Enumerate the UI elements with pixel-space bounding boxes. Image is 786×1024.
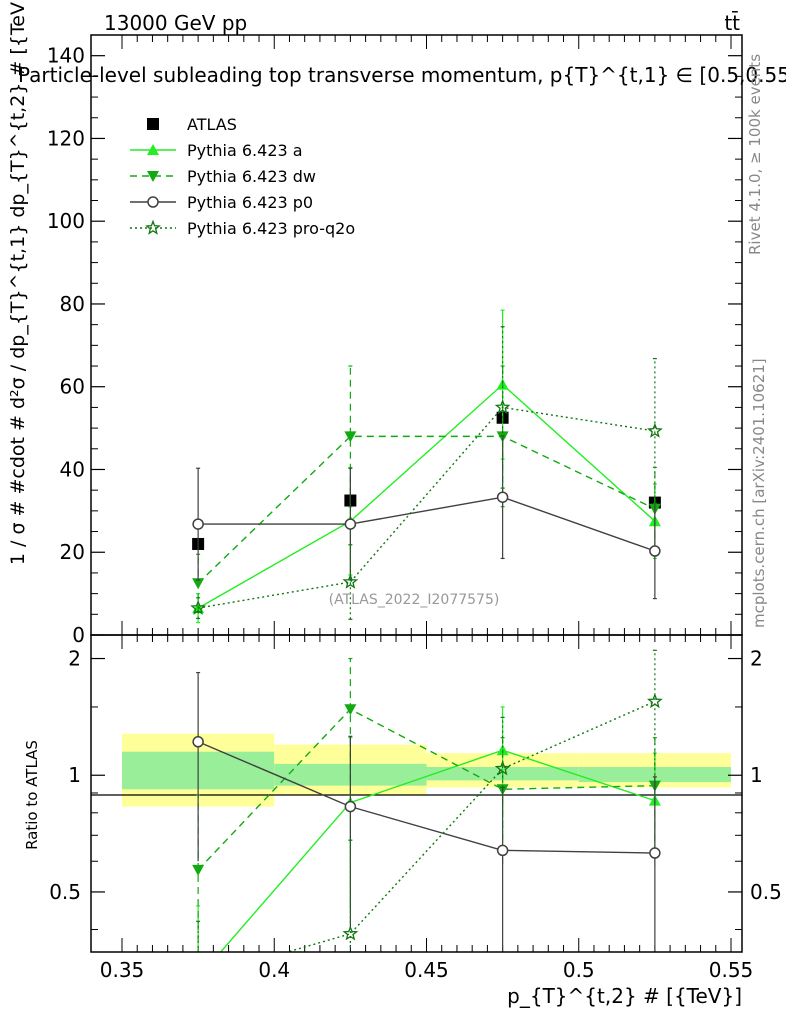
legend-marker-pythia-6-423-pro-q2o bbox=[145, 219, 161, 235]
ratio-line-pythia-6-423-pro-q2o bbox=[285, 700, 656, 952]
analysis-watermark: (ATLAS_2022_I2077575) bbox=[329, 592, 500, 608]
main-y-tick-label: 80 bbox=[60, 292, 85, 316]
legend-marker-pythia-6-423-a bbox=[147, 144, 159, 155]
data-point-pythia-6-423-p0 bbox=[192, 518, 204, 530]
data-point-pythia-6-423-dw bbox=[192, 578, 205, 590]
ratio-point-pythia-6-423-a bbox=[192, 972, 204, 983]
rivet-label: Rivet 4.1.0, ≥ 100k events bbox=[746, 54, 764, 255]
x-tick-label: 0.55 bbox=[709, 958, 754, 982]
series-line-pythia-6-423-dw bbox=[197, 435, 656, 584]
ratio-point-pythia-6-423-pro-q2o bbox=[646, 693, 663, 709]
ratio-point-pythia-6-423-p0 bbox=[344, 800, 357, 813]
series-line-pythia-6-423-p0 bbox=[198, 496, 656, 552]
data-point-pythia-6-423-p0 bbox=[344, 518, 357, 530]
ratio-y-tick-label-left: 0.5 bbox=[49, 880, 81, 904]
x-axis-label: p_{T}^{t,2} # [{TeV}] bbox=[507, 984, 742, 1008]
process-label: tt̄ bbox=[724, 10, 740, 35]
ratio-frame bbox=[90, 634, 743, 953]
ratio-point-pythia-6-423-dw bbox=[192, 864, 205, 876]
mcplots-label: mcplots.cern.ch [arXiv:2401.10621] bbox=[750, 358, 768, 628]
data-point-pythia-6-423-pro-q2o bbox=[494, 399, 511, 415]
ratio-panel: 0.5 0.5 1 1 2 2 0.35 0.4 0.45 0.5 0.55 bbox=[49, 635, 782, 984]
data-point-pythia-6-423-p0 bbox=[649, 545, 661, 557]
x-tick-label: 0.35 bbox=[100, 958, 145, 982]
data-point-pythia-6-423-p0 bbox=[496, 491, 509, 503]
ratio-point-pythia-6-423-pro-q2o bbox=[494, 760, 511, 776]
ratio-x-ticks: 0.35 0.4 0.45 0.5 0.55 bbox=[100, 635, 754, 982]
legend: ATLAS Pythia 6.423 a Pythia 6.423 dw Pythia… bbox=[130, 115, 355, 238]
main-y-ticks: 0 20 40 60 80 100 120 140 bbox=[47, 34, 742, 647]
ratio-point-pythia-6-423-pro-q2o bbox=[342, 925, 359, 941]
main-x-ticks bbox=[121, 35, 732, 635]
ratio-y-ticks: 0.5 0.5 1 1 2 2 bbox=[49, 647, 782, 931]
legend-marker-pythia-6-423-p0 bbox=[147, 196, 159, 208]
x-tick-label: 0.45 bbox=[404, 958, 449, 982]
ratio-y-axis-label: Ratio to ATLAS bbox=[23, 740, 41, 850]
ratio-series-layer bbox=[192, 649, 663, 984]
legend-label-pythia-6-423-pro-q2o: Pythia 6.423 pro-q2o bbox=[187, 219, 355, 238]
legend-label-pythia-6-423-a: Pythia 6.423 a bbox=[187, 141, 303, 160]
data-point-pythia-6-423-pro-q2o bbox=[190, 599, 206, 615]
x-tick-label: 0.5 bbox=[563, 958, 595, 982]
ratio-point-pythia-6-423-p0 bbox=[496, 844, 509, 857]
ratio-point-pythia-6-423-p0 bbox=[192, 736, 204, 748]
ratio-line-pythia-6-423-p0 bbox=[197, 741, 655, 854]
main-y-tick-label: 40 bbox=[60, 457, 85, 481]
ratio-line-pythia-6-423-a bbox=[219, 749, 656, 952]
legend-label-pythia-6-423-dw: Pythia 6.423 dw bbox=[187, 167, 316, 186]
main-series-layer bbox=[190, 309, 663, 624]
data-point-pythia-6-423-dw bbox=[344, 431, 357, 443]
ratio-y-tick-label-right: 1 bbox=[750, 763, 763, 787]
energy-label: 13000 GeV pp bbox=[104, 11, 247, 35]
data-point-pythia-6-423-pro-q2o bbox=[342, 573, 359, 589]
ratio-line-pythia-6-423-dw bbox=[197, 708, 655, 871]
x-tick-label: 0.4 bbox=[258, 958, 290, 982]
legend-label-pythia-6-423-p0: Pythia 6.423 p0 bbox=[187, 193, 313, 212]
ratio-point-pythia-6-423-dw bbox=[344, 704, 357, 716]
legend-marker-atlas bbox=[147, 118, 159, 130]
ratio-y-tick-label-right: 2 bbox=[750, 647, 763, 671]
main-y-axis-label: 1 / σ # #cdot # d²σ / dp_{T}^{t,1} dp_{T… bbox=[7, 0, 29, 565]
main-y-tick-label: 20 bbox=[60, 540, 85, 564]
ratio-y-tick-label-right: 0.5 bbox=[750, 880, 782, 904]
data-point-pythia-6-423-pro-q2o bbox=[647, 422, 663, 438]
main-panel: 0 20 40 60 80 100 120 140 bbox=[47, 34, 742, 647]
legend-label-atlas: ATLAS bbox=[187, 115, 237, 134]
series-line-pythia-6-423-pro-q2o bbox=[198, 406, 655, 609]
ratio-point-pythia-6-423-p0 bbox=[649, 847, 661, 859]
series-line-pythia-6-423-a bbox=[197, 383, 656, 609]
plot-title: Particle-level subleading top transverse… bbox=[18, 63, 786, 87]
main-y-tick-label: 100 bbox=[47, 209, 85, 233]
main-y-tick-label: 60 bbox=[60, 375, 85, 399]
legend-marker-pythia-6-423-dw bbox=[147, 171, 159, 182]
ratio-y-tick-label-left: 1 bbox=[68, 763, 81, 787]
ratio-point-pythia-6-423-pro-q2o bbox=[192, 972, 204, 984]
main-y-tick-label: 0 bbox=[72, 623, 85, 647]
main-y-tick-label: 120 bbox=[47, 126, 85, 150]
ratio-y-tick-label-left: 2 bbox=[68, 647, 81, 671]
main-y-tick-label: 140 bbox=[47, 44, 85, 68]
